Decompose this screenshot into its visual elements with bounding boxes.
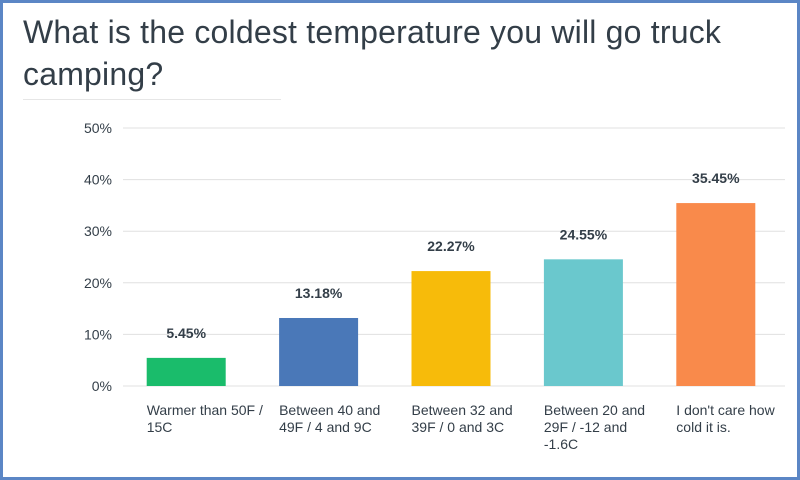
data-label: 5.45% bbox=[166, 325, 206, 341]
bar bbox=[279, 317, 359, 386]
bar bbox=[146, 357, 226, 386]
x-tick-label: Between 32 and 39F / 0 and 3C bbox=[411, 402, 513, 435]
x-tick-label: I don't care how cold it is. bbox=[676, 402, 775, 435]
x-tick-label: Between 40 and 49F / 4 and 9C bbox=[279, 402, 381, 435]
y-tick-label: 10% bbox=[84, 326, 112, 342]
y-tick-label: 0% bbox=[92, 378, 112, 394]
data-label: 24.55% bbox=[560, 226, 608, 242]
title-divider bbox=[23, 99, 281, 100]
chart-title: What is the coldest temperature you will… bbox=[23, 14, 722, 92]
y-tick-label: 20% bbox=[84, 275, 112, 291]
bar bbox=[411, 271, 491, 386]
y-tick-label: 30% bbox=[84, 223, 112, 239]
x-tick-label: Between 20 and 29F / -12 and -1.6C bbox=[543, 402, 646, 452]
bar bbox=[543, 259, 623, 386]
data-label: 13.18% bbox=[295, 285, 343, 301]
y-tick-label: 40% bbox=[84, 172, 112, 188]
data-label: 22.27% bbox=[427, 238, 475, 254]
x-tick-label: Warmer than 50F / 15C bbox=[146, 402, 263, 435]
data-label: 35.45% bbox=[692, 170, 740, 186]
y-tick-label: 50% bbox=[84, 120, 112, 136]
bar bbox=[676, 203, 756, 386]
